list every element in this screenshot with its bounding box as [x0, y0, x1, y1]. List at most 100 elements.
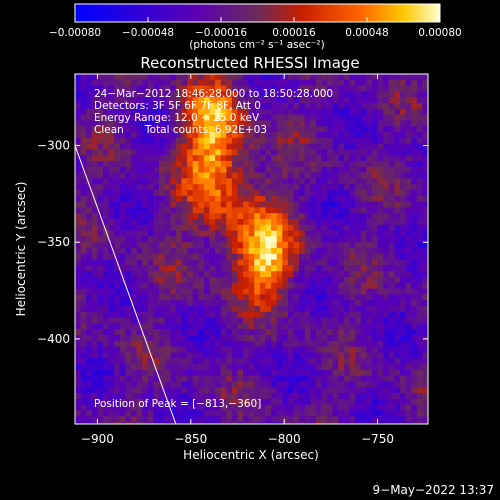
heatmap-pixel	[164, 120, 171, 127]
heatmap-pixel	[344, 114, 351, 121]
heatmap-pixel	[411, 323, 418, 330]
heatmap-pixel	[175, 329, 183, 336]
heatmap-pixel	[299, 143, 306, 150]
heatmap-pixel	[360, 224, 367, 232]
heatmap-pixel	[187, 277, 194, 284]
heatmap-pixel	[136, 271, 143, 278]
heatmap-pixel	[422, 300, 428, 307]
heatmap-pixel	[119, 137, 126, 145]
heatmap-pixel	[108, 294, 115, 301]
heatmap-pixel	[366, 79, 373, 87]
heatmap-pixel	[276, 120, 283, 127]
heatmap-pixel	[338, 207, 345, 214]
heatmap-pixel	[299, 317, 306, 324]
heatmap-pixel	[119, 114, 126, 121]
heatmap-pixel	[192, 184, 199, 191]
heatmap-pixel	[142, 161, 149, 168]
heatmap-pixel	[97, 282, 104, 290]
heatmap-pixel	[97, 416, 104, 423]
heatmap-pixel	[103, 311, 110, 319]
heatmap-pixel	[237, 335, 244, 342]
heatmap-pixel	[231, 137, 239, 145]
heatmap-pixel	[338, 213, 345, 220]
heatmap-pixel	[254, 346, 261, 354]
heatmap-pixel	[147, 422, 154, 424]
heatmap-pixel	[411, 416, 418, 423]
heatmap-pixel	[243, 253, 250, 261]
heatmap-pixel	[310, 219, 317, 226]
heatmap-pixel	[209, 300, 216, 307]
heatmap-pixel	[327, 178, 334, 185]
heatmap-pixel	[86, 416, 93, 423]
heatmap-pixel	[164, 265, 171, 272]
heatmap-pixel	[411, 340, 418, 348]
heatmap-pixel	[293, 300, 300, 307]
heatmap-pixel	[394, 393, 401, 400]
heatmap-pixel	[91, 155, 98, 162]
heatmap-pixel	[388, 277, 395, 284]
heatmap-pixel	[164, 161, 171, 168]
heatmap-pixel	[97, 300, 104, 307]
heatmap-pixel	[405, 207, 412, 214]
heatmap-pixel	[304, 207, 311, 214]
heatmap-pixel	[209, 422, 216, 424]
heatmap-pixel	[321, 323, 328, 330]
heatmap-pixel	[422, 184, 428, 191]
heatmap-pixel	[80, 300, 87, 307]
heatmap-pixel	[416, 242, 423, 249]
heatmap-pixel	[203, 149, 211, 156]
heatmap-pixel	[276, 172, 283, 179]
heatmap-pixel	[119, 340, 126, 348]
heatmap-pixel	[287, 149, 295, 156]
heatmap-pixel	[243, 352, 250, 359]
heatmap-pixel	[131, 230, 138, 237]
heatmap-pixel	[203, 404, 211, 412]
heatmap-pixel	[103, 201, 110, 208]
heatmap-pixel	[159, 410, 166, 417]
heatmap-pixel	[405, 317, 412, 324]
heatmap-pixel	[299, 207, 306, 214]
heatmap-pixel	[271, 404, 278, 412]
heatmap-pixel	[332, 108, 339, 116]
heatmap-pixel	[388, 137, 395, 145]
heatmap-pixel	[114, 329, 121, 336]
heatmap-pixel	[310, 404, 317, 412]
heatmap-pixel	[203, 248, 211, 255]
heatmap-pixel	[231, 375, 239, 383]
heatmap-pixel	[103, 277, 110, 284]
heatmap-pixel	[248, 323, 255, 330]
heatmap-pixel	[422, 149, 428, 156]
heatmap-pixel	[220, 277, 227, 284]
heatmap-pixel	[265, 277, 272, 284]
heatmap-pixel	[175, 230, 183, 237]
heatmap-pixel	[164, 306, 171, 313]
heatmap-pixel	[248, 79, 255, 87]
heatmap-pixel	[383, 166, 390, 174]
heatmap-pixel	[310, 224, 317, 232]
heatmap-pixel	[299, 323, 306, 330]
heatmap-pixel	[254, 340, 261, 348]
heatmap-pixel	[344, 161, 351, 168]
heatmap-pixel	[293, 358, 300, 365]
heatmap-pixel	[383, 103, 390, 110]
heatmap-pixel	[405, 259, 412, 266]
heatmap-pixel	[80, 224, 87, 232]
heatmap-pixel	[299, 126, 306, 133]
heatmap-pixel	[394, 369, 401, 377]
heatmap-pixel	[332, 375, 339, 383]
heatmap-pixel	[366, 369, 373, 377]
heatmap-pixel	[259, 143, 267, 150]
heatmap-pixel	[304, 97, 311, 104]
heatmap-pixel	[243, 317, 250, 324]
heatmap-pixel	[327, 369, 334, 377]
heatmap-pixel	[231, 242, 239, 249]
heatmap-pixel	[315, 422, 323, 424]
heatmap-pixel	[175, 317, 183, 324]
heatmap-pixel	[91, 172, 98, 179]
heatmap-pixel	[360, 277, 367, 284]
heatmap-pixel	[366, 300, 373, 307]
heatmap-pixel	[259, 329, 267, 336]
heatmap-pixel	[388, 161, 395, 168]
heatmap-pixel	[321, 79, 328, 87]
heatmap-pixel	[282, 271, 289, 278]
